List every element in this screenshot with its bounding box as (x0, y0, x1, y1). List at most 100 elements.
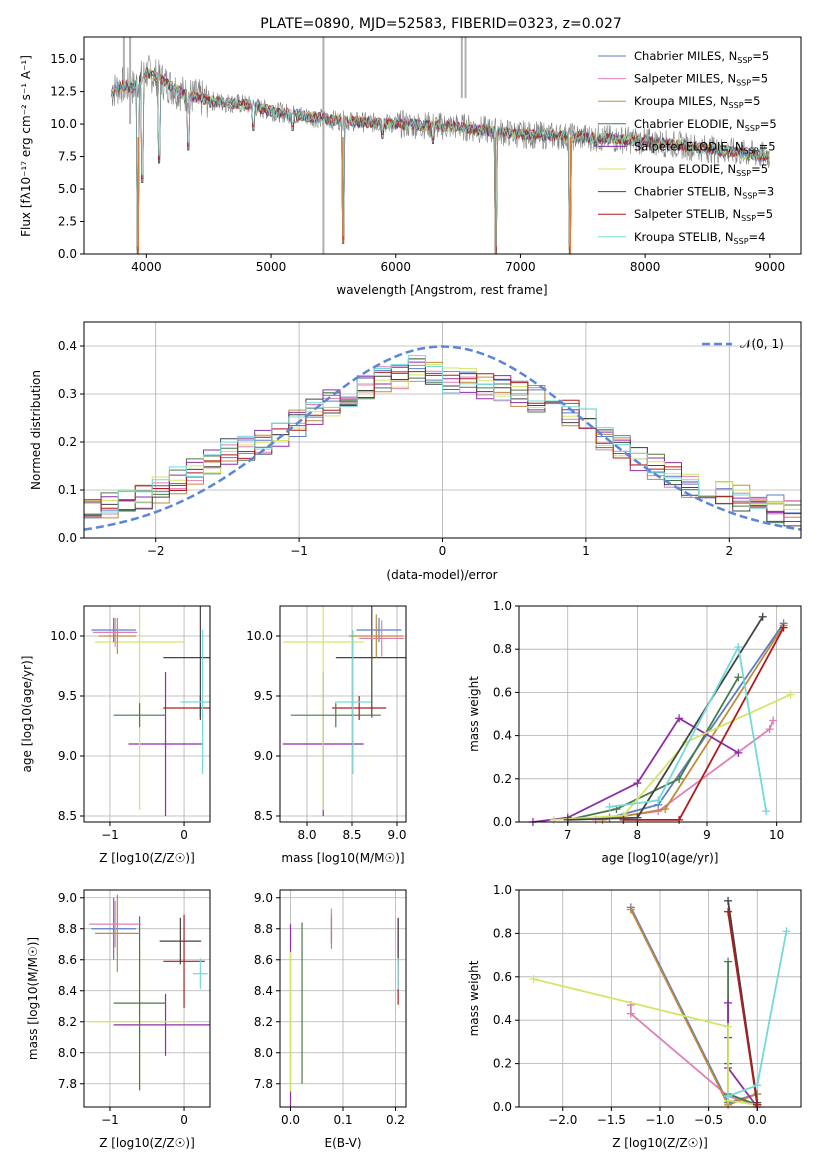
y-tick-label: 7.5 (58, 150, 77, 164)
legend-subscript: SSP (745, 124, 760, 133)
series-salpeter_stelib (727, 911, 759, 1105)
legend-subscript: SSP (736, 79, 751, 88)
y-tick-label: 0.8 (493, 926, 512, 940)
legend-name: Chabrier STELIB, N (634, 185, 742, 199)
x-tick-label: 8000 (630, 260, 661, 274)
series-salpeter_elodie (532, 717, 739, 823)
axes-frame (83, 36, 802, 255)
legend-entry: Kroupa STELIB, NSSP=4 (634, 230, 765, 246)
model-spectrum-kroupa_stelib (111, 68, 770, 247)
y-tick-label: 8.0 (254, 1046, 273, 1060)
chart-title: PLATE=0890, MJD=52583, FIBERID=0323, z=0… (260, 16, 622, 32)
axes-3: 8.0 8.5 9.0 8.5 9.0 9.5 10.0 (246, 605, 407, 842)
plot-area (111, 37, 771, 254)
y-tick-label: 10.0 (50, 117, 77, 131)
y-axis-label: Normed distribution (29, 370, 43, 490)
axes-5: −1 0 7.8 8.0 8.2 8.4 8.6 8.8 9.0 (58, 889, 211, 1127)
legend-subscript: SSP (729, 101, 744, 110)
y-tick-label: 8.2 (254, 1015, 273, 1029)
y-tick-label: 9.0 (58, 891, 77, 905)
plot-area (528, 612, 795, 826)
y-tick-label: 8.2 (58, 1015, 77, 1029)
y-tick-label: 0.8 (493, 642, 512, 656)
x-axis-label: age [log10(age/yr)] (602, 851, 719, 865)
x-tick-label: 9.0 (387, 828, 406, 842)
y-tick-label: 8.6 (58, 953, 77, 967)
y-tick-label: 0.1 (58, 483, 77, 497)
y-tick-label: 12.5 (50, 85, 77, 99)
series-chabrier_elodie (727, 961, 758, 1106)
legend-name: Salpeter MILES, N (634, 72, 736, 86)
y-tick-label: 8.4 (254, 984, 273, 998)
y-tick-label: 0.2 (493, 1057, 512, 1071)
x-axis-label: (data-model)/error (386, 568, 497, 582)
x-tick-label: 2 (725, 544, 733, 558)
y-tick-label: 0.3 (58, 387, 77, 401)
axes-frame (279, 605, 407, 823)
y-tick-label: 9.5 (254, 689, 273, 703)
x-axis-label: Z [log10(Z/Z☉)] (99, 851, 195, 865)
legend-count: =5 (751, 72, 768, 86)
legend-name: Chabrier MILES, N (634, 49, 737, 63)
y-tick-label: 0.0 (493, 815, 512, 829)
x-axis-label: mass [log10(M/M☉)] (281, 851, 404, 865)
plot-area (289, 908, 399, 1107)
series-kroupa_stelib (609, 644, 768, 812)
y-tick-label: 8.4 (58, 984, 77, 998)
axes-0: 4000 5000 6000 7000 8000 9000 0.0 2.5 5.0 7.5 10.0… (50, 36, 802, 274)
legend-subscript: SSP (742, 192, 757, 201)
y-axis-label: mass [log10(M/M☉)] (26, 937, 40, 1060)
axes-7: −2.0 −1.5 −1.0 −0.5 0.0 0.0 0.2 0.4 0.6 0.8 1.0 (493, 883, 802, 1127)
plot-area (529, 896, 791, 1111)
x-tick-label: −1.0 (645, 1113, 674, 1127)
y-tick-label: 1.0 (493, 599, 512, 613)
y-tick-label: 0.2 (493, 772, 512, 786)
series-chabrier_elodie (567, 676, 740, 821)
legend-name: Chabrier ELODIE, N (634, 117, 745, 131)
legend-name: Kroupa STELIB, N (634, 230, 734, 244)
x-tick-label: −2 (147, 544, 165, 558)
x-tick-label: 9000 (755, 260, 786, 274)
y-tick-label: 5.0 (58, 182, 77, 196)
legend-entry: Chabrier STELIB, NSSP=3 (634, 185, 774, 201)
legend-count: =3 (757, 185, 774, 199)
x-tick-label: −1.5 (597, 1113, 626, 1127)
legend-count: =5 (744, 94, 761, 108)
x-tick-label: 0 (180, 1113, 188, 1127)
y-tick-label: 8.8 (58, 922, 77, 936)
y-tick-label: 0.2 (58, 435, 77, 449)
y-axis-label: age [log10(age/yr)] (20, 656, 34, 773)
axes-1: −2 −1 0 1 2 0.0 0.1 0.2 0.3 0.4 𝒩(0, 1) (58, 321, 802, 558)
legend-count: =5 (752, 49, 769, 63)
y-tick-label: 9.0 (58, 749, 77, 763)
legend-count: =5 (760, 117, 777, 131)
y-tick-label: 7.8 (58, 1077, 77, 1091)
legend-subscript: SSP (736, 169, 751, 178)
legend-name: Kroupa ELODIE, N (634, 162, 736, 176)
legend-subscript: SSP (737, 56, 752, 65)
series-kroupa_elodie (553, 693, 791, 821)
y-tick-label: 9.5 (58, 689, 77, 703)
series-chabrier_miles (630, 906, 758, 1104)
x-tick-label: 1 (582, 544, 590, 558)
y-tick-label: 7.8 (254, 1077, 273, 1091)
y-tick-label: 0.6 (493, 685, 512, 699)
histogram-kroupa_stelib (84, 355, 801, 538)
legend-subscript: SSP (741, 214, 756, 223)
x-axis-label: Z [log10(Z/Z☉)] (612, 1136, 708, 1150)
x-tick-label: 4000 (131, 260, 162, 274)
y-tick-label: 10.0 (246, 629, 273, 643)
y-tick-label: 10.0 (50, 629, 77, 643)
x-axis-label: wavelength [Angstrom, rest frame] (336, 283, 547, 297)
legend-subscript: SSP (734, 237, 749, 246)
x-tick-label: 8.0 (297, 828, 316, 842)
x-tick-label: 5000 (256, 260, 287, 274)
x-axis-label: Z [log10(Z/Z☉)] (99, 1136, 195, 1150)
y-tick-label: 0.4 (58, 339, 77, 353)
y-tick-label: 15.0 (50, 52, 77, 66)
y-tick-label: 8.5 (58, 809, 77, 823)
axes-4: 7 8 9 10 0.0 0.2 0.4 0.6 0.8 1.0 (493, 599, 802, 842)
legend-count: =5 (751, 162, 768, 176)
gaussian-curve (84, 345, 801, 531)
x-tick-label: −1 (101, 1113, 119, 1127)
